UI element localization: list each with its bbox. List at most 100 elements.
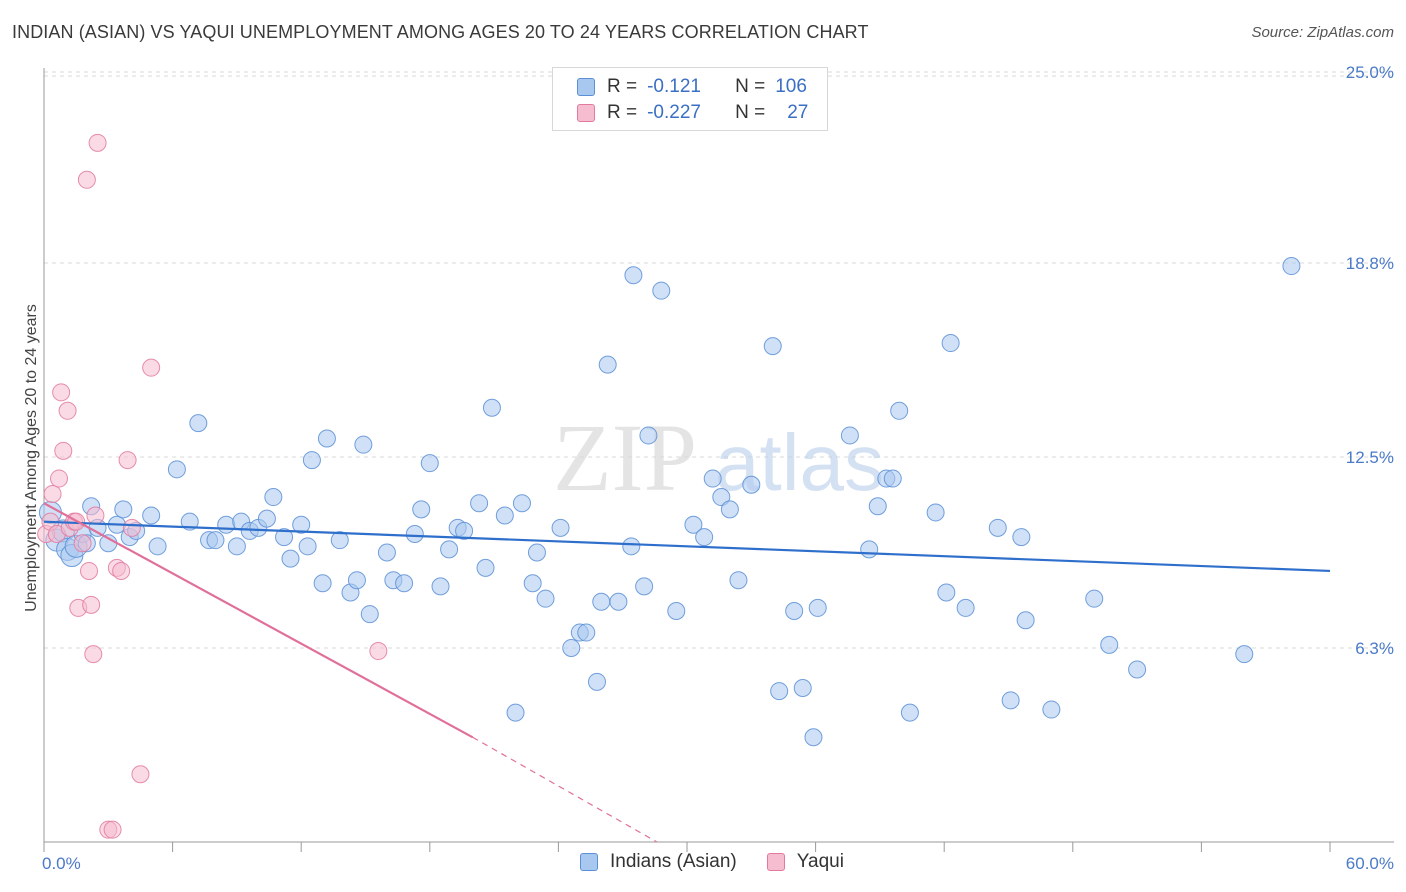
data-point-yaqui	[88, 133, 107, 152]
data-point-indians	[405, 525, 424, 543]
axes	[43, 68, 1394, 852]
data-point-indians	[684, 515, 703, 534]
chart-title: INDIAN (ASIAN) VS YAQUI UNEMPLOYMENT AMO…	[12, 22, 869, 42]
data-point-indians	[763, 337, 782, 356]
data-point-yaqui	[131, 765, 150, 784]
legend-swatch-pink	[766, 853, 785, 871]
data-point-indians	[868, 497, 887, 516]
data-point-indians	[495, 506, 514, 525]
data-point-indians	[317, 429, 336, 448]
data-point-indians	[598, 355, 617, 374]
data-point-yaqui	[112, 561, 131, 580]
data-point-yaqui	[52, 383, 71, 402]
data-point-indians	[482, 398, 501, 417]
data-point-indians	[1128, 660, 1147, 679]
y-tick-label: 6.3%	[1355, 639, 1394, 658]
data-point-yaqui	[77, 170, 96, 189]
data-point-indians	[217, 515, 236, 534]
data-point-yaqui	[82, 595, 101, 614]
data-point-indians	[347, 571, 366, 590]
chart-source: Source: ZipAtlas.com	[1251, 24, 1394, 41]
data-point-indians	[785, 602, 804, 620]
data-point-yaqui	[86, 506, 105, 525]
data-point-indians	[360, 605, 379, 624]
data-point-indians	[840, 426, 859, 445]
legend-r-value: -0.121	[647, 76, 701, 97]
data-point-indians	[742, 475, 761, 494]
x-tick-label: 60.0%	[1346, 854, 1394, 873]
x-tick-label: 0.0%	[42, 854, 81, 873]
data-point-yaqui	[122, 518, 141, 537]
data-point-indians	[431, 577, 450, 596]
watermark-zip: ZIP	[553, 404, 697, 511]
data-point-indians	[1100, 635, 1119, 654]
data-point-indians	[624, 266, 643, 285]
data-point-indians	[512, 494, 531, 513]
legend-row-indians: R = -0.121 N = 106	[577, 75, 807, 99]
data-point-indians	[527, 543, 546, 562]
data-point-indians	[609, 592, 628, 611]
data-point-indians	[941, 334, 960, 353]
data-point-indians	[551, 518, 570, 537]
data-point-indians	[206, 531, 225, 550]
data-point-indians	[302, 451, 321, 470]
data-point-indians	[729, 571, 748, 590]
data-point-yaqui	[50, 469, 69, 488]
data-point-indians	[900, 703, 919, 722]
stats-legend: R = -0.121 N = 106 R = -0.227 N = 27	[552, 67, 828, 131]
data-point-indians	[476, 558, 495, 577]
data-point-indians	[292, 515, 311, 534]
legend-r-value: -0.227	[647, 102, 701, 123]
data-point-indians	[167, 460, 186, 479]
data-point-indians	[1282, 257, 1301, 276]
data-point-indians	[354, 435, 373, 454]
data-point-indians	[703, 469, 722, 488]
legend-row-yaqui: R = -0.227 N = 27	[577, 101, 808, 125]
data-point-indians	[330, 531, 349, 550]
data-point-indians	[770, 682, 789, 701]
data-point-indians	[937, 583, 956, 602]
data-point-yaqui	[84, 645, 103, 664]
data-point-indians	[926, 503, 945, 522]
data-point-indians	[536, 589, 555, 608]
legend-swatch-blue	[580, 853, 598, 871]
data-point-indians	[470, 494, 489, 513]
data-point-indians	[1235, 645, 1254, 664]
y-axis-label: Unemployment Among Ages 20 to 24 years	[23, 304, 40, 612]
trend-line-yaqui-extension	[472, 736, 658, 843]
data-point-indians	[635, 577, 654, 596]
data-point-indians	[257, 509, 276, 528]
data-point-indians	[1042, 700, 1061, 719]
data-point-yaqui	[103, 820, 122, 839]
trend-lines	[43, 502, 1331, 843]
data-point-indians	[793, 679, 812, 697]
data-point-indians	[890, 401, 909, 420]
legend-item-indians: Indians (Asian)	[580, 851, 737, 873]
data-point-indians	[264, 488, 283, 507]
data-point-indians	[956, 598, 975, 617]
data-point-indians	[988, 518, 1007, 537]
data-point-indians	[420, 454, 439, 473]
data-point-yaqui	[43, 484, 62, 503]
legend-n-value: 106	[775, 76, 807, 97]
data-point-indians	[562, 638, 581, 657]
data-point-indians	[667, 602, 686, 620]
y-tick-label: 25.0%	[1346, 63, 1394, 82]
data-point-indians	[712, 488, 731, 507]
data-point-indians	[281, 549, 300, 568]
data-point-indians	[883, 469, 902, 488]
data-point-indians	[808, 598, 827, 617]
legend-swatch-pink	[577, 104, 595, 122]
data-point-yaqui	[73, 534, 92, 553]
data-point-indians	[275, 528, 294, 547]
data-point-indians	[395, 574, 414, 593]
data-point-indians	[804, 728, 823, 747]
data-point-indians	[639, 426, 658, 445]
data-point-yaqui	[118, 451, 137, 470]
series-legend: Indians (Asian) Yaqui	[580, 851, 874, 873]
data-point-indians	[377, 543, 396, 562]
y-tick-label: 18.8%	[1346, 254, 1394, 273]
legend-r-label: R =	[607, 102, 638, 123]
series-yaqui	[37, 133, 388, 839]
